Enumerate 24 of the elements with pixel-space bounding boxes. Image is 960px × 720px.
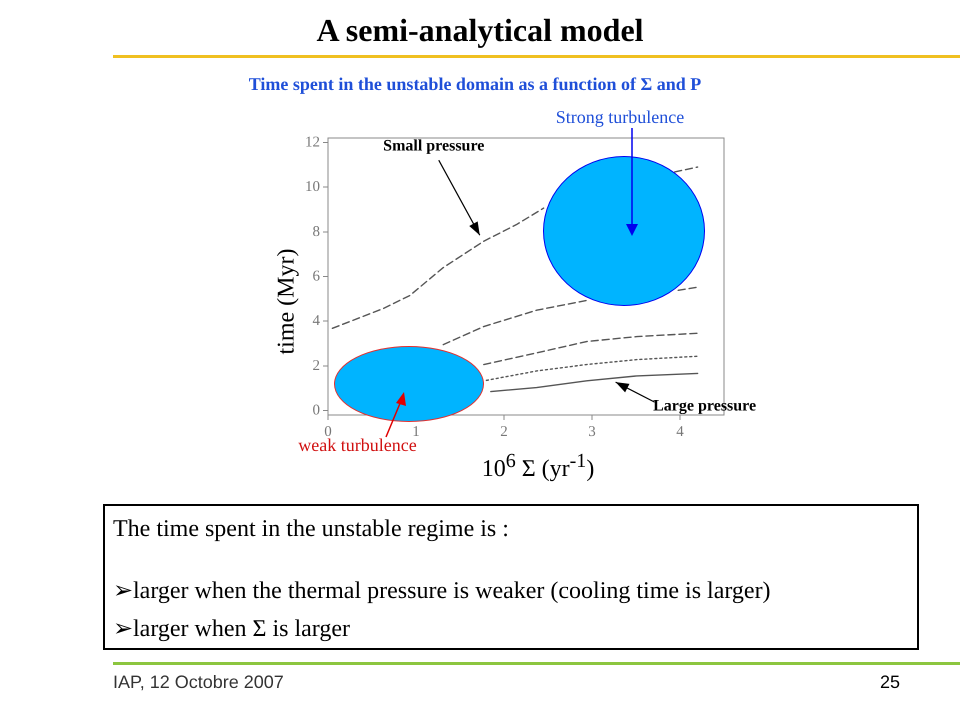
y-tick-label: 4	[312, 313, 320, 330]
y-tick-label: 2	[312, 358, 320, 374]
chart-subtitle: Time spent in the unstable domain as a function of Σ and P	[248, 74, 702, 95]
chart-title: A semi-analytical model	[315, 12, 645, 49]
y-tick-label: 12	[305, 134, 320, 150]
annotation: Small pressure	[383, 137, 484, 154]
text: ➢larger when Σ is larger	[113, 615, 352, 643]
text: The time spent in the unstable regime is :	[113, 516, 510, 543]
y-tick-label: 0	[312, 402, 320, 418]
y-tick-label: 8	[312, 224, 320, 240]
y-axis-title: time (Myr)	[274, 248, 300, 356]
x-tick-label: 4	[676, 424, 684, 440]
text: Strong turbulence	[554, 107, 686, 128]
x-axis-title: 10$^{6}$ Σ (yr$^{-1}$)	[482, 450, 594, 482]
y-tick-label: 6	[312, 268, 320, 284]
annotation: Large pressure	[653, 397, 756, 414]
line-series	[486, 356, 698, 382]
y-tick-label: 10	[305, 179, 320, 196]
x-tick-label: 2	[500, 424, 508, 440]
text: IAP, 12 Octobre 2007	[113, 672, 285, 693]
text: 25	[878, 672, 900, 693]
x-tick-label: 3	[588, 424, 596, 440]
text: ➢larger when the thermal pressure is weaker (cooling time is larger)	[113, 577, 772, 605]
line-series	[483, 332, 698, 366]
